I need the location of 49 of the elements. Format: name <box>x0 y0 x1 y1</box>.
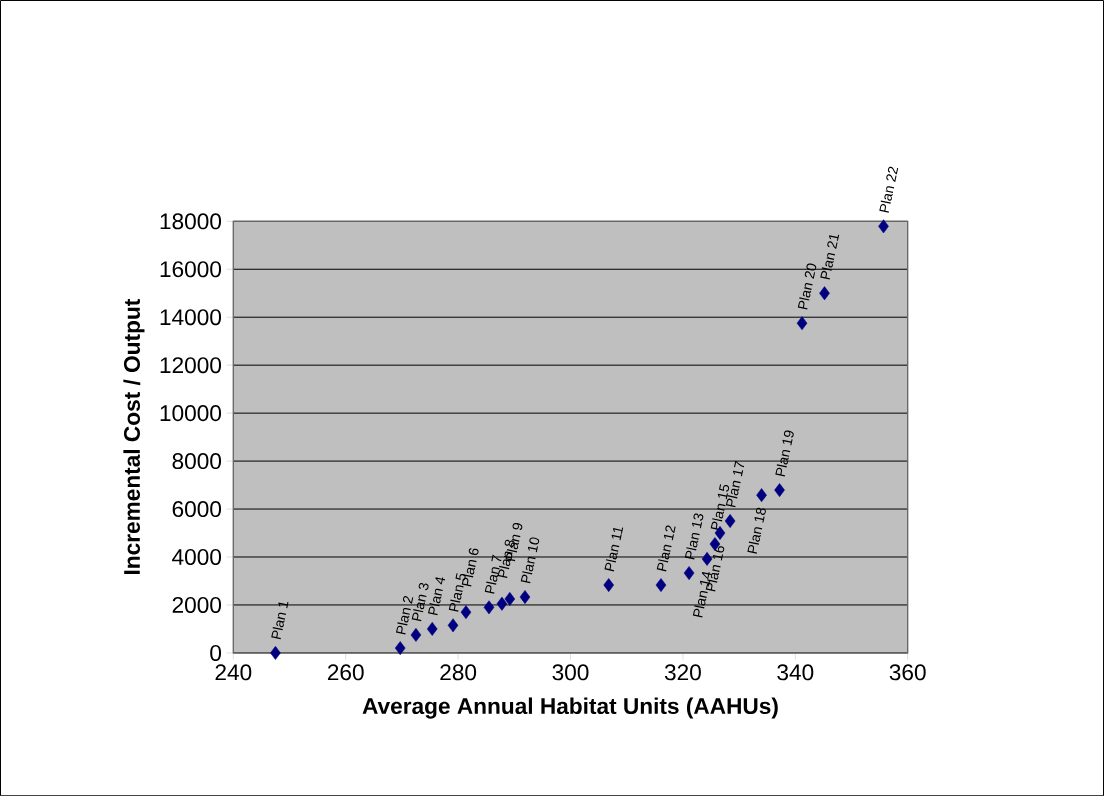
y-tick-label: 0 <box>210 644 222 661</box>
x-tick-label: 240 <box>215 664 252 681</box>
point <box>483 600 495 615</box>
annotation: Plan 22 <box>879 166 899 213</box>
point <box>774 483 785 497</box>
point <box>496 596 508 611</box>
x-tick-label: 320 <box>664 664 701 681</box>
point <box>447 618 459 633</box>
x-tick-label: 280 <box>440 664 477 681</box>
point <box>410 627 422 642</box>
annotation: Plan 19 <box>775 430 794 477</box>
point <box>655 577 667 592</box>
x-tick-label: 340 <box>777 664 814 681</box>
annotation: Plan 18 <box>747 507 766 554</box>
y-tick-label: 10000 <box>160 404 222 422</box>
annotation: Plan 3 <box>411 582 429 622</box>
point <box>504 591 516 606</box>
y-tick-label: 16000 <box>160 261 222 278</box>
y-tick-label: 8000 <box>172 452 222 469</box>
annotation: Plan 13 <box>684 513 704 560</box>
y-tick-label: 2000 <box>172 596 222 613</box>
x-axis-title: Average Annual Habitat Units (AAHUs) <box>362 697 778 719</box>
x-tick-label: 260 <box>327 664 364 681</box>
point <box>519 589 531 604</box>
point <box>603 577 614 592</box>
point <box>796 316 808 330</box>
x-tick-label: 360 <box>889 664 926 681</box>
point <box>394 641 406 655</box>
point <box>426 621 438 636</box>
point <box>683 565 695 580</box>
point <box>270 645 281 660</box>
point <box>756 488 767 502</box>
point <box>819 286 830 301</box>
annotation: Plan 21 <box>820 234 840 280</box>
y-tick-label: 6000 <box>172 500 222 517</box>
y-tick-label: 4000 <box>172 548 222 565</box>
annotation: Plan 11 <box>604 527 624 572</box>
annotation: Plan 12 <box>656 525 676 572</box>
point <box>878 219 889 234</box>
annotation: Plan 4 <box>428 577 446 616</box>
y-tick-label: 14000 <box>160 309 222 326</box>
y-tick-label: 18000 <box>160 213 222 230</box>
y-axis-title: Incremental Cost / Output <box>123 298 145 574</box>
annotation: Plan 1 <box>271 601 289 640</box>
annotation: Plan 20 <box>797 263 817 310</box>
annotation: Plan 10 <box>520 537 540 584</box>
y-tick-label: 12000 <box>160 357 222 374</box>
x-tick-label: 300 <box>552 664 589 681</box>
point <box>701 551 713 566</box>
